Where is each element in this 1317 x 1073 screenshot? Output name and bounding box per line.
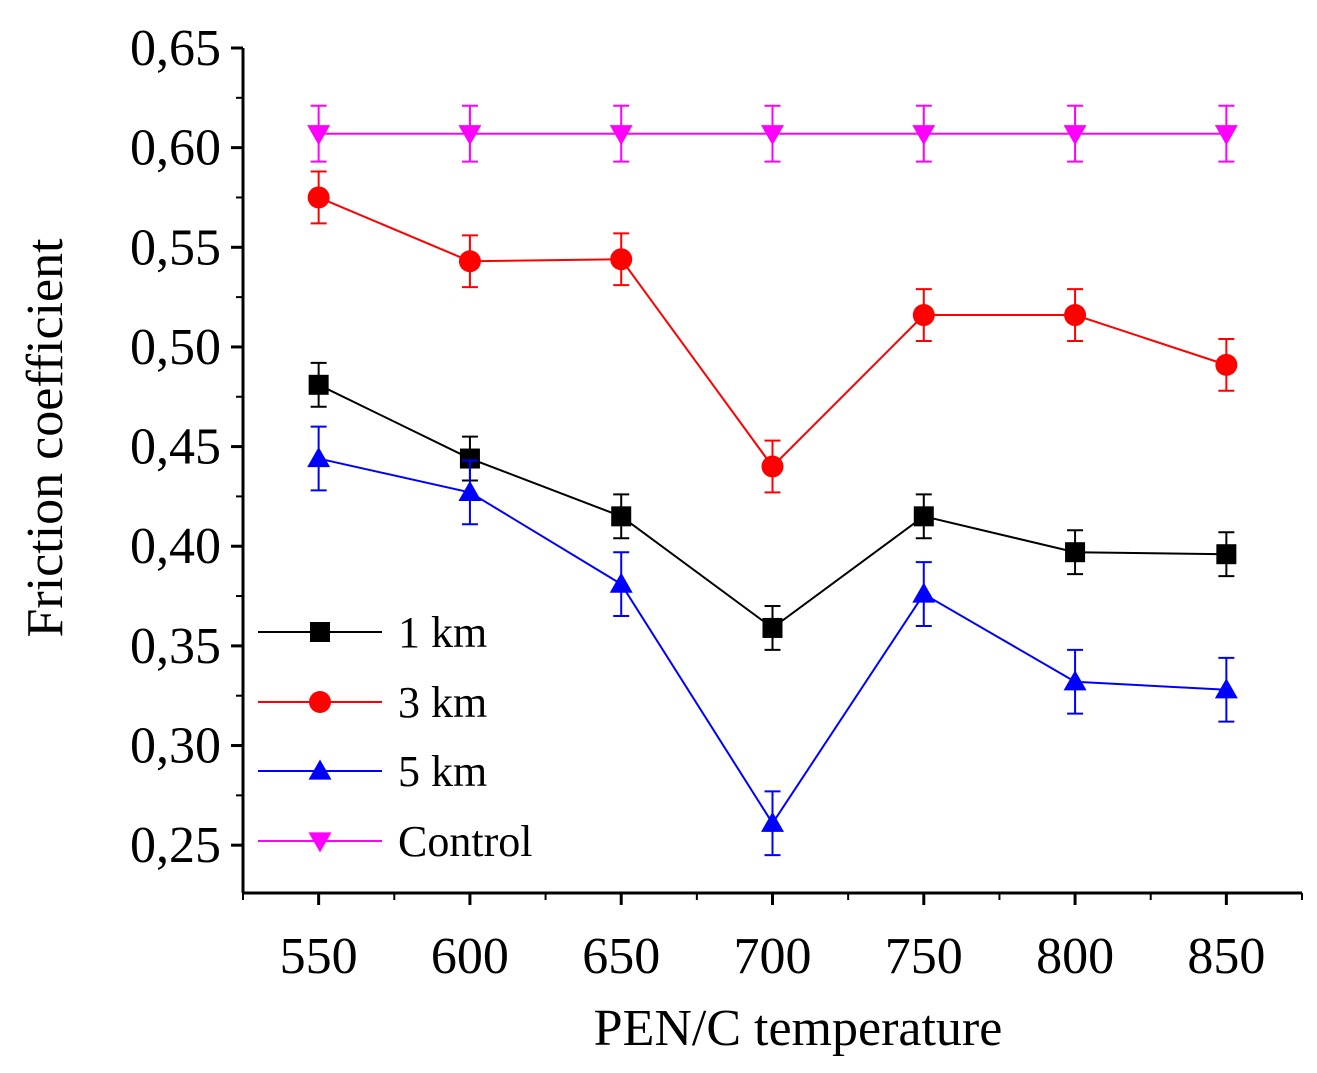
data-point [761,125,784,146]
x-tick-label: 550 [280,928,358,985]
series-line [318,383,1227,630]
data-point [308,374,329,395]
data-point [458,250,481,273]
data-point [1063,125,1087,146]
x-tick-label: 600 [431,928,509,985]
data-point [458,480,482,502]
legend-item: 1 km [258,608,487,657]
legend-marker [309,691,331,713]
legend-label: 5 km [398,747,487,796]
data-point [1214,125,1238,146]
y-tick-label: 0,65 [130,20,221,77]
x-tick-label: 700 [734,928,812,985]
legend: 1 km 3 km 5 km Control [258,608,532,866]
series-line [318,196,1227,469]
x-tick-label: 850 [1187,928,1265,985]
series-group [307,104,1238,857]
data-point [912,582,936,603]
legend-marker [308,832,332,853]
data-point [1215,353,1238,376]
series-3 [307,425,1238,857]
legend-label: Control [398,817,532,866]
legend-item: Control [258,817,532,866]
data-point [609,125,633,146]
data-point [1065,542,1086,563]
series-2 [307,170,1238,494]
y-tick-label: 0,60 [130,120,221,177]
data-point [912,125,936,146]
x-axis-title: PEN/C temperature [594,1000,1003,1057]
legend-marker [308,759,332,780]
data-point [307,125,331,146]
data-point [610,248,633,271]
data-point [1063,670,1087,691]
data-point [762,617,783,638]
data-point [307,447,331,468]
y-tick-label: 0,45 [130,419,221,476]
data-point [611,506,632,527]
data-point [912,304,935,327]
legend-item: 5 km [258,747,487,796]
data-point [459,448,480,469]
legend-item: 3 km [258,678,487,727]
x-ticks: 550 600 650 700 750 800 850 [242,893,1303,985]
y-tick-label: 0,55 [130,219,221,276]
series-1 [308,361,1237,651]
y-tick-label: 0,35 [130,618,221,675]
data-point [1064,304,1087,327]
y-axis-title: Friction coefficient [17,238,74,638]
data-point [761,811,784,832]
data-point [609,572,633,593]
y-tick-label: 0,30 [130,718,221,775]
data-point [1216,544,1237,565]
data-point [307,186,330,209]
legend-label: 1 km [398,608,487,657]
data-point [761,455,784,478]
series-4 [307,104,1238,163]
y-ticks: 0,25 0,30 0,35 0,40 0,45 0,50 0,55 0,60 0,65 [130,20,243,874]
y-tick-label: 0,40 [130,518,221,575]
legend-label: 3 km [398,678,487,727]
y-tick-label: 0,50 [130,319,221,376]
x-tick-label: 750 [885,928,963,985]
y-tick-label: 0,25 [130,817,221,874]
x-tick-label: 650 [582,928,660,985]
x-tick-label: 800 [1036,928,1114,985]
data-point [913,506,934,527]
legend-marker [310,622,330,642]
data-point [1214,678,1238,699]
data-point [458,125,482,146]
